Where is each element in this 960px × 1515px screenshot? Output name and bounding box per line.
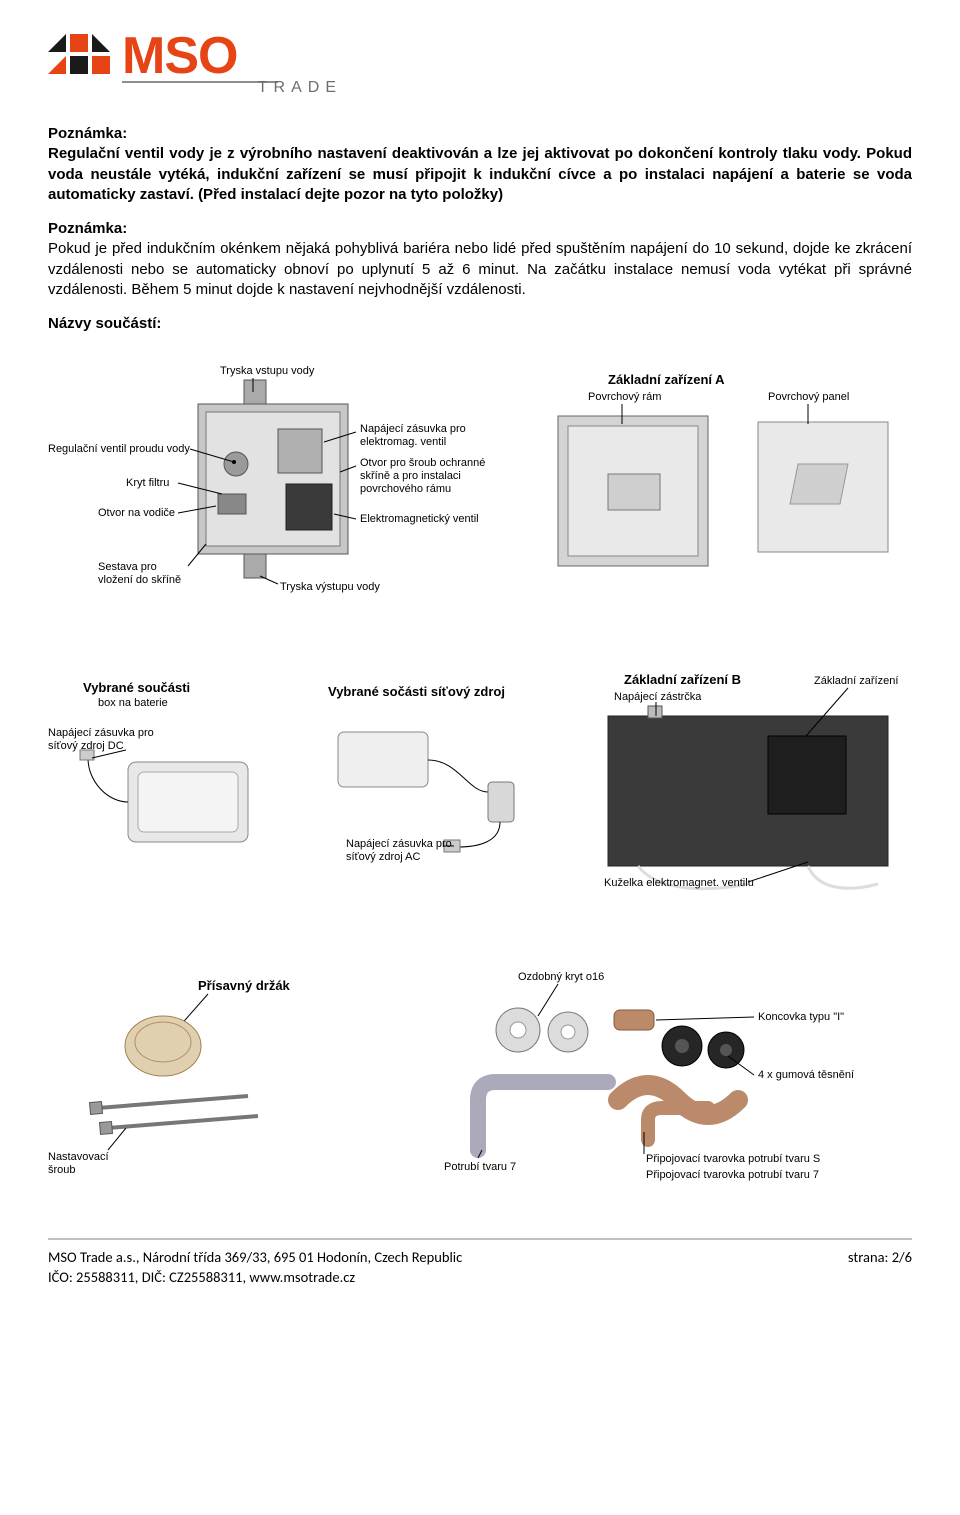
note-2-text: Pokud je před indukčním okénkem nějaká p… — [48, 239, 912, 300]
fig-fittings — [478, 1008, 744, 1150]
label-nap-zastrcka: Napájecí zástrčka — [614, 691, 702, 703]
footer-page: strana: 2/6 — [848, 1248, 912, 1268]
logo-brand-main: MSO — [122, 27, 237, 85]
label-gumova: 4 x gumová těsnění — [758, 1069, 854, 1081]
fig-battery-box — [80, 750, 248, 842]
label-tryska-vystup: Tryska výstupu vody — [280, 581, 380, 593]
label-nap-zasuvka-1: Napájecí zásuvka pro — [360, 423, 466, 435]
label-zakladni-b: Základní zařízení B — [624, 672, 741, 687]
figure-row-2: .lbl { font: 11px Arial, sans-serif; fil… — [48, 662, 912, 912]
page-footer: MSO Trade a.s., Národní třída 369/33, 69… — [48, 1248, 912, 1287]
label-tryska-vstup: Tryska vstupu vody — [220, 365, 315, 377]
label-sestava-2: vložení do skříně — [98, 574, 181, 586]
note-1: Poznámka: Regulační ventil vody je z výr… — [48, 124, 912, 205]
label-sestava-1: Sestava pro — [98, 561, 157, 573]
label-nap-zasuvka-2: elektromag. ventil — [360, 436, 446, 448]
label-nastav-sroub-1: Nastavovací — [48, 1151, 109, 1163]
label-nap-dc-1: Napájecí zásuvka pro — [48, 727, 154, 739]
label-kryt-filtru: Kryt filtru — [126, 477, 169, 489]
label-kuzelka: Kuželka elektromagnet. ventilu — [604, 877, 754, 889]
fig-screws — [89, 1096, 258, 1135]
figure-row-3: .lbl { font: 11px Arial, sans-serif; fil… — [48, 950, 912, 1200]
note-1-label: Poznámka: — [48, 124, 912, 144]
label-otvor-sroub-3: povrchového rámu — [360, 483, 451, 495]
label-povrch-ram: Povrchový rám — [588, 391, 661, 403]
note-2: Poznámka: Pokud je před indukčním okénke… — [48, 219, 912, 300]
figures-area: .lbl { font: 11px Arial, sans-serif; fil… — [48, 344, 912, 1200]
note-2-label: Poznámka: — [48, 219, 912, 239]
note-1-text: Regulační ventil vody je z výrobního nas… — [48, 144, 912, 205]
label-vybrane-soucasti: Vybrané součásti — [83, 680, 190, 695]
label-koncovka: Koncovka typu "I" — [758, 1011, 844, 1023]
label-prisavny: Přísavný držák — [198, 978, 291, 993]
label-zakladni-zar: Základní zařízení — [814, 675, 898, 687]
logo-brand-sub: TRADE — [258, 79, 342, 96]
figure-row-1: .lbl { font: 11px Arial, sans-serif; fil… — [48, 344, 912, 624]
fig-main-device-b — [608, 688, 888, 889]
fig-front-panel — [758, 404, 888, 552]
label-potrubi7: Potrubí tvaru 7 — [444, 1161, 516, 1173]
label-box-baterie: box na baterie — [98, 697, 168, 709]
fig-front-frame — [558, 404, 708, 566]
label-prip-s: Připojovací tvarovka potrubí tvaru S — [646, 1153, 820, 1165]
brand-logo: MSO TRADE — [48, 20, 912, 98]
label-nastav-sroub-2: šroub — [48, 1164, 76, 1176]
label-reg-ventil: Regulační ventil proudu vody — [48, 443, 190, 455]
label-sitovy-zdroj: Vybrané sočásti síťový zdroj — [328, 684, 505, 699]
footer-line-1: MSO Trade a.s., Národní třída 369/33, 69… — [48, 1248, 462, 1268]
parts-heading: Názvy součástí: — [48, 314, 912, 334]
label-nap-ac-2: síťový zdroj AC — [346, 851, 420, 863]
label-otvor-vodice: Otvor na vodiče — [98, 507, 175, 519]
label-zakladni-a: Základní zařízení A — [608, 372, 725, 387]
fig-suction-cup — [125, 1016, 201, 1076]
label-nap-ac-1: Napájecí zásuvka pro — [346, 838, 452, 850]
label-ozdob-kryt: Ozdobný kryt o16 — [518, 971, 604, 983]
label-prip-7: Připojovací tvarovka potrubí tvaru 7 — [646, 1169, 819, 1181]
label-elmag: Elektromagnetický ventil — [360, 513, 479, 525]
label-otvor-sroub-2: skříně a pro instalaci — [360, 470, 461, 482]
fig-inwall-assembly — [198, 380, 348, 578]
footer-line-2: IČO: 25588311, DIČ: CZ25588311, www.msot… — [48, 1268, 462, 1288]
label-povrch-panel: Povrchový panel — [768, 391, 849, 403]
footer-rule — [48, 1238, 912, 1240]
label-otvor-sroub-1: Otvor pro šroub ochranné — [360, 457, 485, 469]
fig-ac-adapter — [338, 732, 514, 852]
